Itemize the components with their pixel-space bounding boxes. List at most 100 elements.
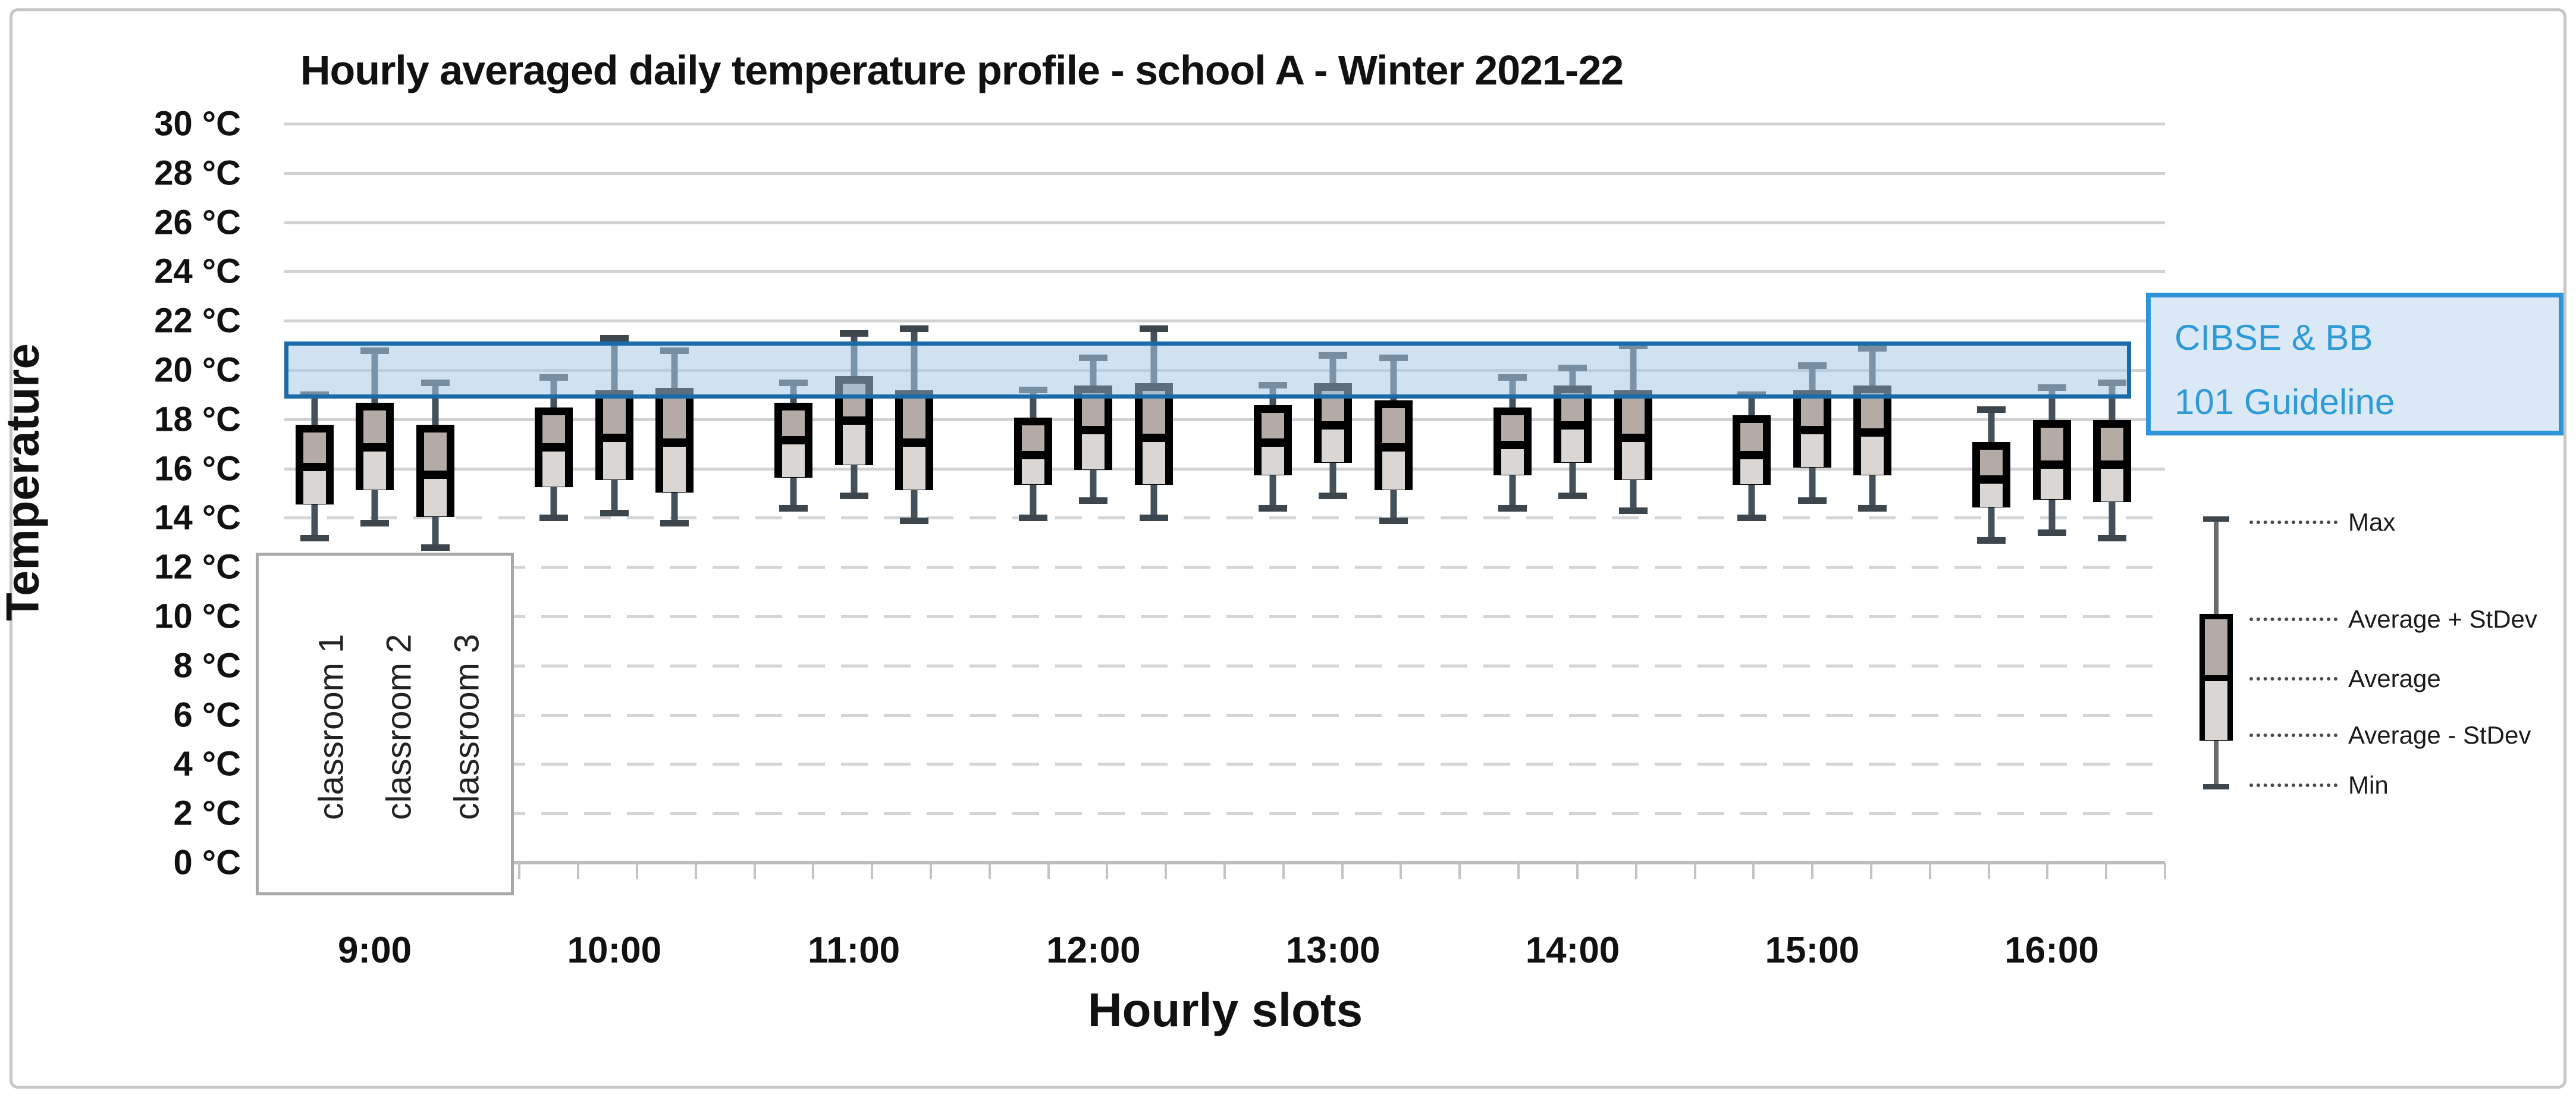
box-average-line (1620, 433, 1646, 442)
y-tick-label: 6 °C (173, 695, 241, 735)
guideline-label-line1: CIBSE & BB (2175, 318, 2373, 358)
box-lower-fill (1800, 430, 1824, 468)
box-classroom-3-13:00 (1374, 400, 1413, 490)
x-axis-tick (871, 863, 874, 879)
box-lower-fill (603, 437, 626, 479)
x-axis-tick (753, 863, 756, 879)
box-classroom-3-11:00 (895, 390, 934, 490)
x-axis-tick (2046, 863, 2049, 879)
box-average-line (1860, 428, 1885, 437)
x-tick-label: 10:00 (567, 930, 662, 971)
box-upper-fill (1621, 398, 1645, 438)
box-lower-fill (1980, 479, 2003, 507)
min-whisker-cap (1737, 515, 1767, 522)
box-upper-fill (663, 396, 686, 443)
x-tick-label: 13:00 (1285, 930, 1380, 971)
x-axis-tick (694, 863, 697, 879)
box-lower-fill (363, 447, 386, 490)
y-tick-label: 26 °C (154, 203, 241, 242)
min-whisker-cap (1498, 504, 1527, 512)
x-axis-tick (1693, 863, 1696, 879)
box-average-line (1020, 450, 1046, 459)
y-tick-label: 18 °C (154, 400, 241, 439)
box-lower-fill (1561, 425, 1584, 463)
y-tick-label: 30 °C (154, 104, 241, 143)
box-upper-fill (2040, 428, 2063, 465)
x-axis-tick (929, 863, 932, 879)
box-average-line (1081, 426, 1106, 435)
box-average-line (1799, 426, 1825, 435)
legend-max-cap (2203, 516, 2229, 522)
gridline-26c (284, 221, 2165, 224)
box-classroom-3-15:00 (1853, 385, 1892, 475)
x-axis-tick (1165, 863, 1168, 879)
y-tick-label: 0 °C (173, 843, 241, 882)
box-lower-fill (1621, 437, 1645, 479)
legend-leader-line (2249, 521, 2337, 524)
max-whisker-cap (839, 330, 868, 337)
min-whisker-cap (660, 519, 689, 526)
x-axis-tick (1106, 863, 1109, 879)
box-average-line (1499, 441, 1525, 450)
min-whisker-cap (1797, 497, 1827, 504)
legend-entry-label: Max (2348, 508, 2396, 536)
legend-box-upper-fill (2205, 619, 2227, 678)
x-tick-label: 11:00 (808, 930, 900, 971)
x-axis-tick (518, 863, 521, 879)
box-average-line (1979, 475, 2004, 484)
x-axis-tick (2164, 863, 2166, 879)
x-axis-tick (988, 863, 991, 879)
x-tick-label: 14:00 (1525, 930, 1620, 971)
box-upper-fill (603, 398, 626, 438)
min-whisker-cap (300, 534, 329, 541)
x-axis-tick (1634, 863, 1637, 879)
y-tick-label: 22 °C (154, 301, 241, 340)
box-upper-fill (1082, 393, 1105, 431)
box-lower-fill (2101, 465, 2124, 502)
y-tick-label: 16 °C (154, 449, 241, 488)
min-whisker-cap (900, 517, 929, 524)
gridline-22c (284, 319, 2165, 323)
gridline-16c (284, 467, 2165, 471)
y-tick-label: 2 °C (173, 794, 241, 833)
box-average-line (601, 433, 627, 442)
max-whisker-cap (600, 335, 629, 342)
gridline-2c (284, 812, 2165, 816)
min-whisker-cap (360, 519, 389, 526)
min-whisker-cap (1558, 493, 1587, 500)
box-lower-fill (842, 420, 865, 465)
gridline-4c (284, 763, 2165, 766)
x-axis-tick (1869, 863, 1872, 879)
box-classroom-2-15:00 (1793, 390, 1831, 468)
legend-min-cap (2203, 784, 2229, 789)
box-average-line (902, 438, 927, 447)
x-axis-tick (1517, 863, 1520, 879)
box-upper-fill (363, 410, 386, 448)
box-classroom-1-10:00 (535, 408, 573, 488)
x-axis-tick (1752, 863, 1755, 879)
x-axis-tick (1928, 863, 1931, 879)
gridline-24c (284, 270, 2165, 274)
box-upper-fill (1980, 450, 2003, 479)
min-whisker-cap (1258, 504, 1287, 512)
y-tick-label: 4 °C (173, 744, 241, 783)
box-classroom-3-14:00 (1614, 390, 1652, 480)
legend-entry-label: Average - StDev (2348, 721, 2531, 749)
classroom-label: classroom 2 (379, 634, 419, 820)
x-tick-label: 12:00 (1046, 930, 1141, 971)
gridline-12c (284, 566, 2165, 569)
box-average-line (302, 463, 327, 472)
box-upper-fill (1261, 413, 1284, 443)
box-classroom-1-15:00 (1733, 415, 1771, 485)
min-whisker-cap (1018, 515, 1047, 522)
legend-leader-line (2249, 783, 2337, 787)
legend-entry-label: Min (2348, 771, 2389, 799)
x-tick-label: 9:00 (337, 930, 412, 971)
min-whisker-cap (1079, 497, 1108, 504)
box-classroom-2-9:00 (356, 403, 394, 490)
box-classroom-1-14:00 (1493, 408, 1532, 475)
box-lower-fill (663, 442, 686, 492)
box-classroom-1-16:00 (1972, 442, 2011, 507)
box-classroom-1-9:00 (295, 425, 334, 505)
box-average-line (1560, 421, 1585, 430)
